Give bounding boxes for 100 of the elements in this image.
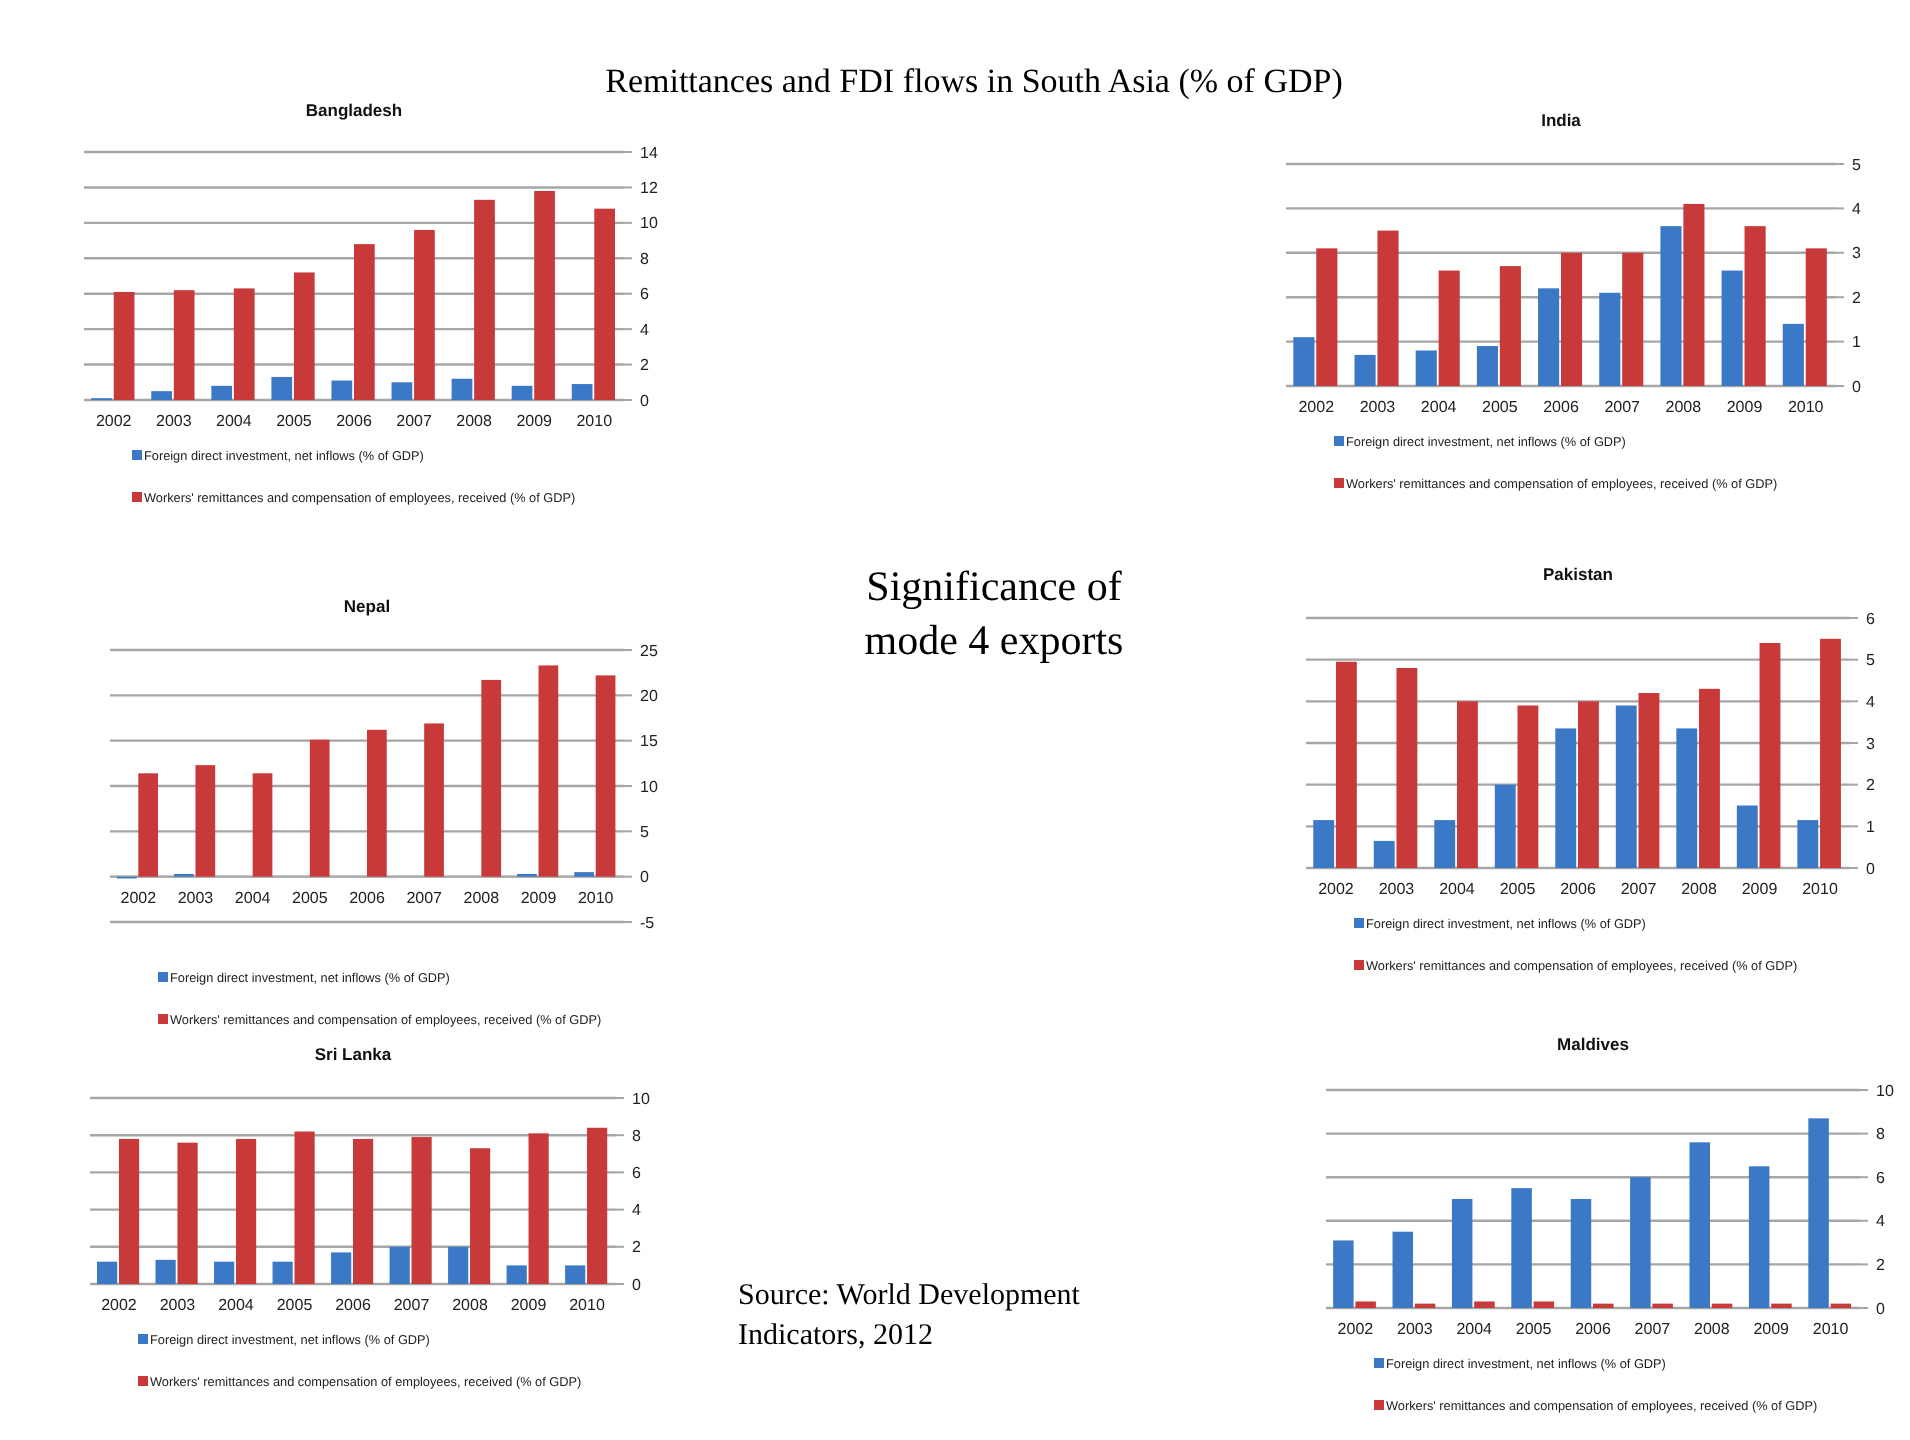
bar bbox=[528, 1133, 549, 1284]
bar bbox=[1474, 1301, 1495, 1308]
chart-title: Bangladesh bbox=[305, 100, 403, 120]
bar bbox=[1820, 638, 1841, 868]
bar bbox=[195, 765, 216, 877]
y-tick-label: 0 bbox=[1852, 377, 1862, 396]
x-tick-label: 2007 bbox=[1604, 398, 1642, 416]
bar bbox=[1392, 1231, 1414, 1308]
x-tick-label: 2007 bbox=[406, 888, 444, 907]
bar bbox=[294, 1131, 315, 1284]
x-tick-label: 2003 bbox=[1378, 880, 1416, 898]
x-tick-label: 2010 bbox=[1812, 1320, 1850, 1338]
bar bbox=[511, 385, 533, 400]
y-tick-label: 8 bbox=[640, 249, 650, 268]
bar bbox=[1434, 820, 1456, 868]
bar bbox=[293, 272, 315, 400]
source-note: Source: World Development Indicators, 2012 bbox=[738, 1280, 1082, 1352]
bar bbox=[1683, 203, 1705, 386]
bar bbox=[1599, 292, 1621, 386]
bar bbox=[331, 380, 353, 400]
bar bbox=[252, 773, 273, 877]
x-tick-label: 2002 bbox=[101, 1296, 138, 1314]
y-tick-label: 1 bbox=[1866, 817, 1876, 836]
bar bbox=[1744, 226, 1766, 386]
bar bbox=[506, 1265, 527, 1284]
x-tick-label: 2006 bbox=[349, 888, 386, 907]
bar bbox=[470, 1148, 491, 1284]
bar bbox=[1293, 337, 1315, 386]
bar bbox=[1570, 1199, 1592, 1308]
bar bbox=[1538, 288, 1560, 386]
x-tick-label: 2006 bbox=[1560, 880, 1597, 898]
x-tick-label: 2006 bbox=[335, 1296, 372, 1314]
chart-title: Pakistan bbox=[1543, 564, 1613, 584]
bar bbox=[354, 244, 375, 400]
bar bbox=[1499, 266, 1521, 386]
x-tick-label: 2005 bbox=[1482, 398, 1519, 416]
bar bbox=[1638, 693, 1660, 868]
bar bbox=[451, 378, 473, 400]
bar bbox=[1808, 1118, 1829, 1308]
bar bbox=[211, 385, 233, 400]
y-tick-label: 10 bbox=[640, 214, 659, 233]
bar bbox=[414, 229, 435, 400]
bar bbox=[1415, 350, 1437, 386]
bar bbox=[138, 773, 159, 877]
x-tick-label: 2003 bbox=[1359, 398, 1397, 416]
y-tick-label: 4 bbox=[1866, 692, 1876, 711]
y-tick-label: 0 bbox=[640, 391, 650, 410]
x-tick-label: 2006 bbox=[336, 412, 373, 430]
y-tick-label: 2 bbox=[1876, 1256, 1886, 1274]
bar bbox=[113, 291, 135, 400]
bar bbox=[448, 1246, 469, 1284]
x-tick-label: 2009 bbox=[516, 412, 554, 430]
y-tick-label: 2 bbox=[632, 1238, 642, 1257]
text: Remittances and FDI flows in South Asia (% of GDP) bbox=[605, 62, 1343, 100]
bar bbox=[272, 1261, 293, 1284]
bar bbox=[1699, 688, 1720, 868]
x-tick-label: 2008 bbox=[1665, 398, 1703, 416]
y-tick-label: 4 bbox=[1852, 200, 1862, 218]
y-tick-label: 5 bbox=[1866, 651, 1876, 670]
bar bbox=[1578, 701, 1599, 868]
x-tick-label: 2009 bbox=[1753, 1320, 1791, 1338]
x-tick-label: 2008 bbox=[452, 1296, 489, 1314]
y-tick-label: 4 bbox=[640, 320, 650, 339]
bar bbox=[534, 190, 555, 400]
y-tick-label: 2 bbox=[1866, 776, 1876, 795]
bar bbox=[1451, 1199, 1473, 1308]
bar bbox=[1676, 728, 1698, 868]
x-tick-label: 2004 bbox=[1420, 398, 1458, 416]
y-tick-label: 0 bbox=[640, 868, 650, 887]
bar bbox=[97, 1261, 118, 1284]
bar bbox=[538, 665, 559, 877]
bar bbox=[271, 376, 293, 400]
x-tick-label: 2007 bbox=[393, 1296, 431, 1314]
bar bbox=[151, 391, 172, 400]
y-tick-label: 6 bbox=[1866, 609, 1876, 628]
y-tick-label: 5 bbox=[640, 822, 650, 841]
x-tick-label: 2005 bbox=[276, 412, 313, 430]
y-tick-label: 0 bbox=[1866, 859, 1876, 878]
bar bbox=[391, 382, 413, 400]
bar bbox=[1630, 1177, 1651, 1308]
y-tick-label: 25 bbox=[640, 641, 659, 660]
bar bbox=[1555, 728, 1577, 868]
x-tick-label: 2008 bbox=[1694, 1320, 1731, 1338]
chart-title: India bbox=[1541, 110, 1582, 130]
bar bbox=[1689, 1142, 1711, 1308]
bar bbox=[1748, 1166, 1770, 1308]
x-tick-label: 2002 bbox=[95, 412, 133, 430]
bar bbox=[1797, 820, 1819, 868]
x-tick-label: 2010 bbox=[569, 1296, 606, 1314]
x-tick-label: 2008 bbox=[456, 412, 494, 430]
x-tick-label: 2010 bbox=[1802, 880, 1839, 898]
chart-title: Maldives bbox=[1557, 1034, 1630, 1054]
chart-title: Nepal bbox=[343, 596, 391, 616]
bar bbox=[1622, 252, 1644, 386]
bar bbox=[1313, 820, 1335, 868]
y-tick-label: 10 bbox=[632, 1089, 651, 1108]
bar bbox=[1517, 705, 1539, 868]
bar bbox=[1335, 661, 1357, 868]
bar bbox=[1782, 323, 1804, 386]
x-tick-label: 2010 bbox=[576, 412, 614, 430]
